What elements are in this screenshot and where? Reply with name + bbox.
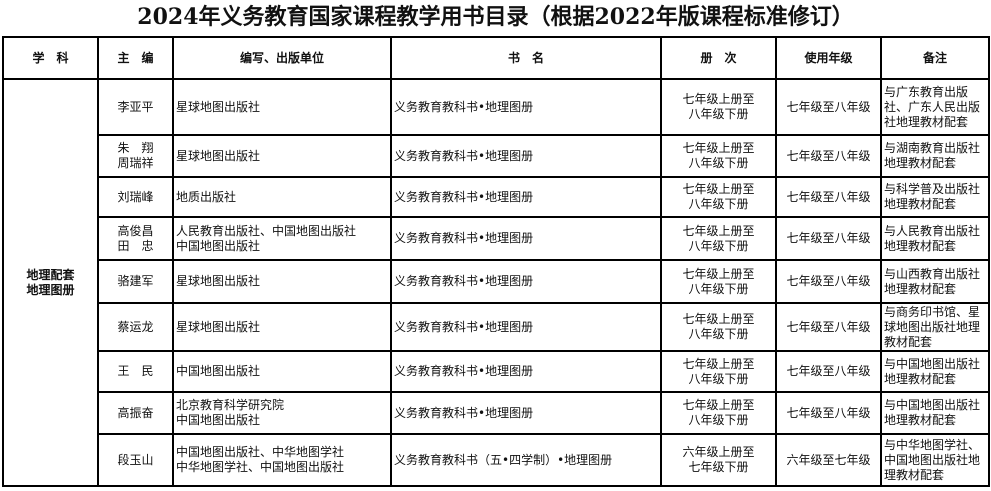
table-row: 高振奋 北京教育科学研究院 中国地图出版社 义务教育教科书•地理图册 七年级上册… (3, 391, 990, 435)
header-publisher: 编写、出版单位 (172, 36, 392, 80)
header-subject: 学 科 (2, 36, 99, 80)
book-cell: 义务教育教科书•地理图册 (390, 259, 662, 304)
table-row: 蔡运龙 星球地图出版社 义务教育教科书•地理图册 七年级上册至 八年级下册 七年… (3, 302, 990, 352)
note-cell: 与中国地图出版社地理教材配套 (880, 391, 990, 435)
editor-cell: 高俊昌 田 忠 (97, 216, 174, 261)
grades-cell: 七年级至八年级 (775, 78, 882, 136)
editor-cell: 刘瑞峰 (97, 176, 174, 218)
editor-cell: 蔡运龙 (97, 302, 174, 352)
book-cell: 义务教育教科书•地理图册 (390, 216, 662, 261)
note-cell: 与广东教育出版社、广东人民出版社地理教材配套 (880, 78, 990, 136)
table-row: 段玉山 中国地图出版社、中华地图学社 中华地图学社、中国地图出版社 义务教育教科… (3, 433, 990, 487)
table-row: 高俊昌 田 忠 人民教育出版社、中国地图出版社 中国地图出版社 义务教育教科书•… (3, 216, 990, 261)
volumes-cell: 七年级上册至 八年级下册 (660, 176, 777, 218)
publisher-cell: 人民教育出版社、中国地图出版社 中国地图出版社 (172, 216, 392, 261)
editor-cell: 段玉山 (97, 433, 174, 487)
volumes-cell: 七年级上册至 八年级下册 (660, 350, 777, 393)
book-cell: 义务教育教科书•地理图册 (390, 78, 662, 136)
book-cell: 义务教育教科书•地理图册 (390, 350, 662, 393)
volumes-cell: 七年级上册至 八年级下册 (660, 259, 777, 304)
grades-cell: 七年级至八年级 (775, 391, 882, 435)
table-row: 朱 翔 周瑞祥 星球地图出版社 义务教育教科书•地理图册 七年级上册至 八年级下… (3, 134, 990, 178)
table-row: 王 民 中国地图出版社 义务教育教科书•地理图册 七年级上册至 八年级下册 七年… (3, 350, 990, 393)
grades-cell: 六年级至七年级 (775, 433, 882, 487)
note-cell: 与科学普及出版社地理教材配套 (880, 176, 990, 218)
header-editor: 主 编 (97, 36, 174, 80)
book-cell: 义务教育教科书•地理图册 (390, 391, 662, 435)
volumes-cell: 七年级上册至 八年级下册 (660, 78, 777, 136)
note-cell: 与湖南教育出版社地理教材配套 (880, 134, 990, 178)
publisher-cell: 星球地图出版社 (172, 302, 392, 352)
table-row: 地理配套 地理图册 李亚平 星球地图出版社 义务教育教科书•地理图册 七年级上册至… (2, 78, 990, 487)
grades-cell: 七年级至八年级 (775, 350, 882, 393)
header-book: 书 名 (390, 36, 662, 80)
editor-cell: 王 民 (97, 350, 174, 393)
subject-cell: 地理配套 地理图册 (2, 78, 99, 487)
note-cell: 与中国地图出版社地理教材配套 (880, 350, 990, 393)
note-cell: 与人民教育出版社地理教材配套 (880, 216, 990, 261)
book-cell: 义务教育教科书•地理图册 (390, 176, 662, 218)
publisher-cell: 星球地图出版社 (172, 259, 392, 304)
volumes-cell: 七年级上册至 八年级下册 (660, 302, 777, 352)
book-cell: 义务教育教科书•地理图册 (390, 134, 662, 178)
header-grades: 使用年级 (775, 36, 882, 80)
grades-cell: 七年级至八年级 (775, 176, 882, 218)
publisher-cell: 星球地图出版社 (172, 78, 392, 136)
editor-cell: 高振奋 (97, 391, 174, 435)
header-row: 学 科 主 编 编写、出版单位 书 名 册 次 使用年级 备注 (2, 36, 990, 80)
grades-cell: 七年级至八年级 (775, 216, 882, 261)
book-cell: 义务教育教科书（五•四学制）•地理图册 (390, 433, 662, 487)
book-cell: 义务教育教科书•地理图册 (390, 302, 662, 352)
editor-cell: 李亚平 (97, 78, 174, 136)
volumes-cell: 七年级上册至 八年级下册 (660, 134, 777, 178)
grades-cell: 七年级至八年级 (775, 302, 882, 352)
page-title: 2024年义务教育国家课程教学用书目录（根据2022年版课程标准修订） (137, 4, 854, 30)
editor-cell: 骆建军 (97, 259, 174, 304)
header-volumes: 册 次 (660, 36, 777, 80)
publisher-cell: 星球地图出版社 (172, 134, 392, 178)
publisher-cell: 中国地图出版社、中华地图学社 中华地图学社、中国地图出版社 (172, 433, 392, 487)
note-cell: 与中华地图学社、中国地图出版社地理教材配套 (880, 433, 990, 487)
editor-cell: 朱 翔 周瑞祥 (97, 134, 174, 178)
table-row: 骆建军 星球地图出版社 义务教育教科书•地理图册 七年级上册至 八年级下册 七年… (3, 259, 990, 304)
header-note: 备注 (880, 36, 990, 80)
publisher-cell: 地质出版社 (172, 176, 392, 218)
publisher-cell: 中国地图出版社 (172, 350, 392, 393)
note-cell: 与山西教育出版社地理教材配套 (880, 259, 990, 304)
volumes-cell: 六年级上册至 七年级下册 (660, 433, 777, 487)
grades-cell: 七年级至八年级 (775, 259, 882, 304)
grades-cell: 七年级至八年级 (775, 134, 882, 178)
publisher-cell: 北京教育科学研究院 中国地图出版社 (172, 391, 392, 435)
volumes-cell: 七年级上册至 八年级下册 (660, 391, 777, 435)
table-row: 刘瑞峰 地质出版社 义务教育教科书•地理图册 七年级上册至 八年级下册 七年级至… (3, 176, 990, 218)
textbook-catalog-table: 学 科 主 编 编写、出版单位 书 名 册 次 使用年级 备注 地理配套 地理图… (2, 36, 990, 487)
volumes-cell: 七年级上册至 八年级下册 (660, 216, 777, 261)
note-cell: 与商务印书馆、星球地图出版社地理教材配套 (880, 302, 990, 352)
